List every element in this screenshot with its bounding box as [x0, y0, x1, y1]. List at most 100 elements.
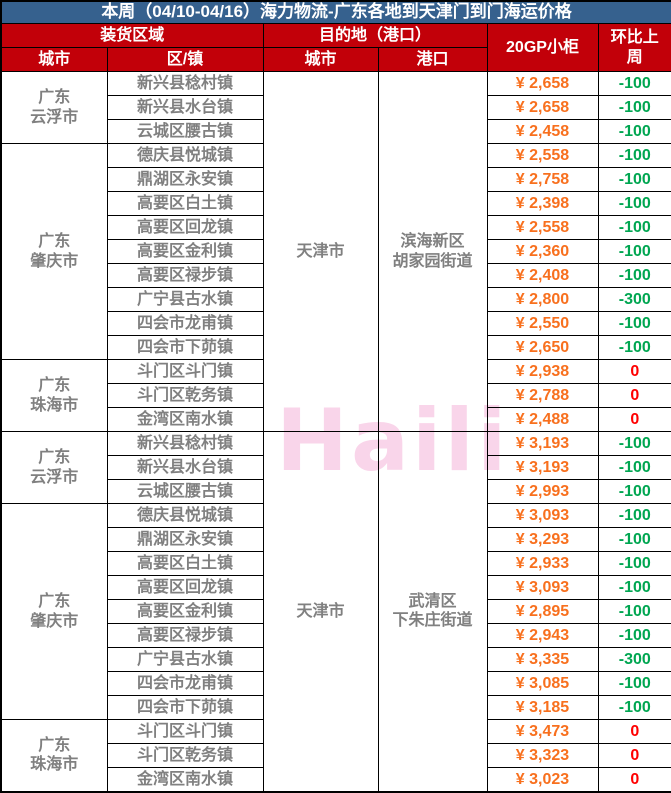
district-cell: 广宁县古水镇 [106, 647, 264, 672]
table-row: 广东 云浮市 新兴县稔村镇 天津市 滨海新区 胡家园街道 ¥ 2,658 -100 [0, 71, 671, 432]
district-cell: 斗门区乾务镇 [106, 383, 264, 408]
price-cell: ¥ 2,800 [486, 287, 599, 312]
province-city-cell: 广东 云浮市 [0, 71, 108, 144]
price-cell: ¥ 3,335 [486, 647, 599, 672]
price-cell: ¥ 3,023 [486, 767, 599, 792]
header-container-20gp: 20GP小柜 [486, 23, 599, 72]
change-cell: -100 [597, 215, 671, 240]
table-row: 广东 肇庆市 德庆县悦城镇 ¥ 3,093 -100 [0, 503, 671, 720]
price-cell: ¥ 2,408 [486, 263, 599, 288]
district-cell: 广宁县古水镇 [106, 287, 264, 312]
price-cell: ¥ 3,293 [486, 527, 599, 552]
district-cell: 四会市龙甫镇 [106, 311, 264, 336]
price-cell: ¥ 2,658 [486, 71, 599, 96]
district-cell: 斗门区斗门镇 [106, 719, 264, 744]
price-cell: ¥ 3,323 [486, 743, 599, 768]
table-row: 高要区白土镇 ¥ 2,398 -100 [1, 191, 671, 216]
province-city-cell: 广东 云浮市 [0, 431, 108, 504]
change-cell: -100 [597, 119, 671, 144]
change-cell: -100 [597, 239, 671, 264]
province-city-cell: 广东 肇庆市 [0, 143, 108, 360]
district-cell: 高要区白土镇 [106, 551, 264, 576]
change-cell: -100 [597, 431, 671, 456]
price-cell: ¥ 3,093 [486, 503, 599, 528]
table-row: 广东 肇庆市 德庆县悦城镇 ¥ 2,558 -100 [0, 143, 671, 360]
district-cell: 高要区白土镇 [106, 191, 264, 216]
table-row: 金湾区南水镇 ¥ 2,488 0 [1, 407, 671, 432]
port-cell: 滨海新区 胡家园街道 [377, 71, 488, 432]
change-cell: -100 [597, 455, 671, 480]
change-cell: 0 [597, 407, 671, 432]
district-cell: 德庆县悦城镇 [106, 143, 264, 168]
table-row: 鼎湖区永安镇 ¥ 3,293 -100 [1, 527, 671, 552]
change-cell: -100 [597, 599, 671, 624]
price-cell: ¥ 2,458 [486, 119, 599, 144]
district-cell: 新兴县稔村镇 [106, 431, 264, 456]
header-row-2: 城市 区/镇 城市 港口 [0, 47, 671, 72]
price-cell: ¥ 2,558 [486, 215, 599, 240]
page-title: 本周（04/10-04/16）海力物流-广东各地到天津门到门海运价格 [0, 0, 671, 24]
change-cell: -100 [597, 191, 671, 216]
district-cell: 斗门区乾务镇 [106, 743, 264, 768]
table-row: 高要区禄步镇 ¥ 2,408 -100 [1, 263, 671, 288]
district-cell: 新兴县稔村镇 [106, 71, 264, 96]
district-cell: 鼎湖区永安镇 [106, 167, 264, 192]
header-city: 城市 [0, 47, 108, 72]
price-cell: ¥ 2,933 [486, 551, 599, 576]
change-cell: -100 [597, 575, 671, 600]
header-wow-change: 环比上 周 [597, 23, 671, 72]
change-cell: -100 [597, 671, 671, 696]
district-cell: 新兴县水台镇 [106, 95, 264, 120]
header-destination: 目的地（港口） [262, 23, 488, 48]
change-cell: 0 [597, 743, 671, 768]
price-cell: ¥ 2,558 [486, 143, 599, 168]
table-row: 高要区金利镇 ¥ 2,360 -100 [1, 239, 671, 264]
table-row: 广宁县古水镇 ¥ 2,800 -300 [1, 287, 671, 312]
province-city-cell: 广东 肇庆市 [0, 503, 108, 720]
district-cell: 四会市下茆镇 [106, 695, 264, 720]
price-cell: ¥ 3,093 [486, 575, 599, 600]
change-cell: 0 [597, 359, 671, 384]
header-port: 港口 [377, 47, 488, 72]
price-cell: ¥ 3,085 [486, 671, 599, 696]
table-row: 高要区回龙镇 ¥ 2,558 -100 [1, 215, 671, 240]
table-row: 广东 云浮市 新兴县稔村镇 天津市 武清区 下朱庄街道 ¥ 3,193 -100 [0, 431, 671, 792]
price-cell: ¥ 3,193 [486, 455, 599, 480]
change-cell: 0 [597, 383, 671, 408]
price-cell: ¥ 2,360 [486, 239, 599, 264]
district-cell: 云城区腰古镇 [106, 479, 264, 504]
district-cell: 四会市下茆镇 [106, 335, 264, 360]
dest-city-cell: 天津市 [262, 71, 379, 432]
table-row: 四会市下茆镇 ¥ 2,650 -100 [1, 335, 671, 360]
title-row: 本周（04/10-04/16）海力物流-广东各地到天津门到门海运价格 [0, 0, 671, 24]
change-cell: 0 [597, 767, 671, 792]
table-row: 广东 珠海市 斗门区斗门镇 ¥ 3,473 0 [0, 719, 671, 792]
change-cell: -300 [597, 647, 671, 672]
table-row: 斗门区乾务镇 ¥ 3,323 0 [1, 743, 671, 768]
district-cell: 云城区腰古镇 [106, 119, 264, 144]
price-cell: ¥ 2,398 [486, 191, 599, 216]
table-row: 斗门区乾务镇 ¥ 2,788 0 [1, 383, 671, 408]
header-district: 区/镇 [106, 47, 264, 72]
price-cell: ¥ 3,185 [486, 695, 599, 720]
price-cell: ¥ 3,193 [486, 431, 599, 456]
price-cell: ¥ 2,943 [486, 623, 599, 648]
header-row-1: 装货区域 目的地（港口） 20GP小柜 环比上 周 [0, 23, 671, 72]
table-row: 新兴县水台镇 ¥ 2,658 -100 [1, 95, 671, 120]
change-cell: -100 [597, 95, 671, 120]
table-row: 四会市龙甫镇 ¥ 3,085 -100 [1, 671, 671, 696]
change-cell: -100 [597, 167, 671, 192]
district-cell: 新兴县水台镇 [106, 455, 264, 480]
table-row: 高要区禄步镇 ¥ 2,943 -100 [1, 623, 671, 648]
price-cell: ¥ 2,758 [486, 167, 599, 192]
header-loading-area: 装货区域 [0, 23, 264, 48]
price-cell: ¥ 2,550 [486, 311, 599, 336]
change-cell: -100 [597, 335, 671, 360]
header-dest-city: 城市 [262, 47, 379, 72]
table-row: 广宁县古水镇 ¥ 3,335 -300 [1, 647, 671, 672]
change-cell: -100 [597, 71, 671, 96]
price-cell: ¥ 2,993 [486, 479, 599, 504]
port-cell: 武清区 下朱庄街道 [377, 431, 488, 792]
